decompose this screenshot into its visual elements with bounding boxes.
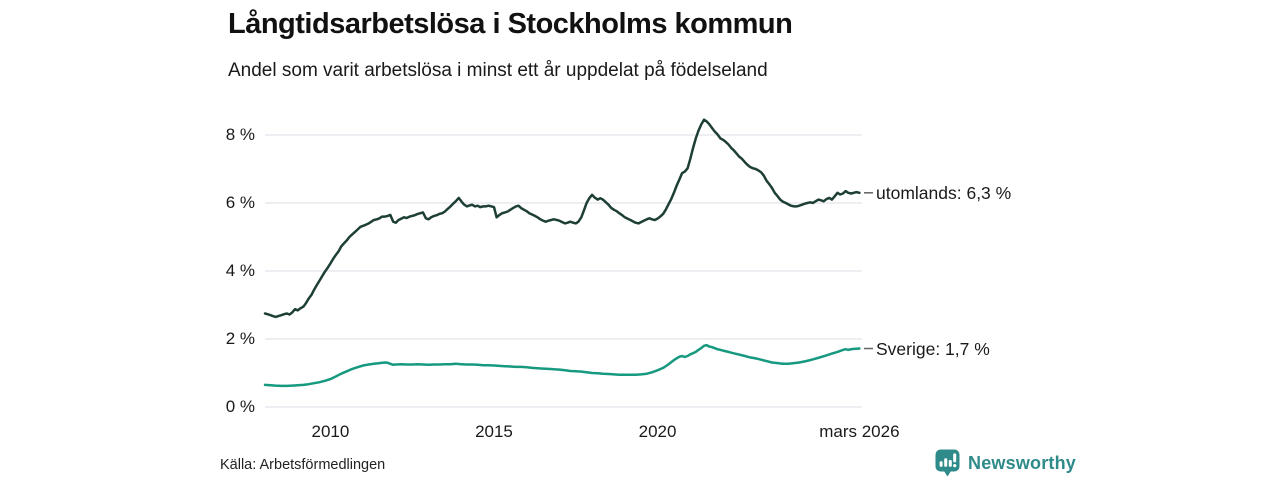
series-end-label-utomlands: utomlands: 6,3 % — [876, 182, 1012, 203]
page-title: Långtidsarbetslösa i Stockholms kommun — [228, 8, 793, 40]
brand-logo: Newsworthy — [935, 449, 1076, 477]
y-tick-label: 0 % — [225, 397, 255, 416]
brand-name: Newsworthy — [968, 452, 1077, 473]
y-tick-label: 6 % — [225, 193, 255, 212]
series-line-Sverige — [263, 343, 861, 388]
y-tick-label: 8 % — [225, 125, 255, 144]
x-tick-label: 2020 — [638, 422, 677, 441]
series-end-label-sverige: Sverige: 1,7 % — [876, 338, 990, 359]
y-tick-label: 4 % — [225, 261, 255, 280]
page-subtitle: Andel som varit arbetslösa i minst ett å… — [228, 60, 768, 81]
newsworthy-icon — [935, 449, 960, 477]
y-tick-label: 2 % — [225, 329, 255, 348]
series-line-utomlands — [263, 118, 861, 319]
x-tick-label: mars 2026 — [819, 422, 900, 441]
x-tick-label: 2015 — [475, 422, 513, 441]
x-tick-label: 2010 — [311, 422, 350, 441]
source-note: Källa: Arbetsförmedlingen — [220, 457, 386, 473]
